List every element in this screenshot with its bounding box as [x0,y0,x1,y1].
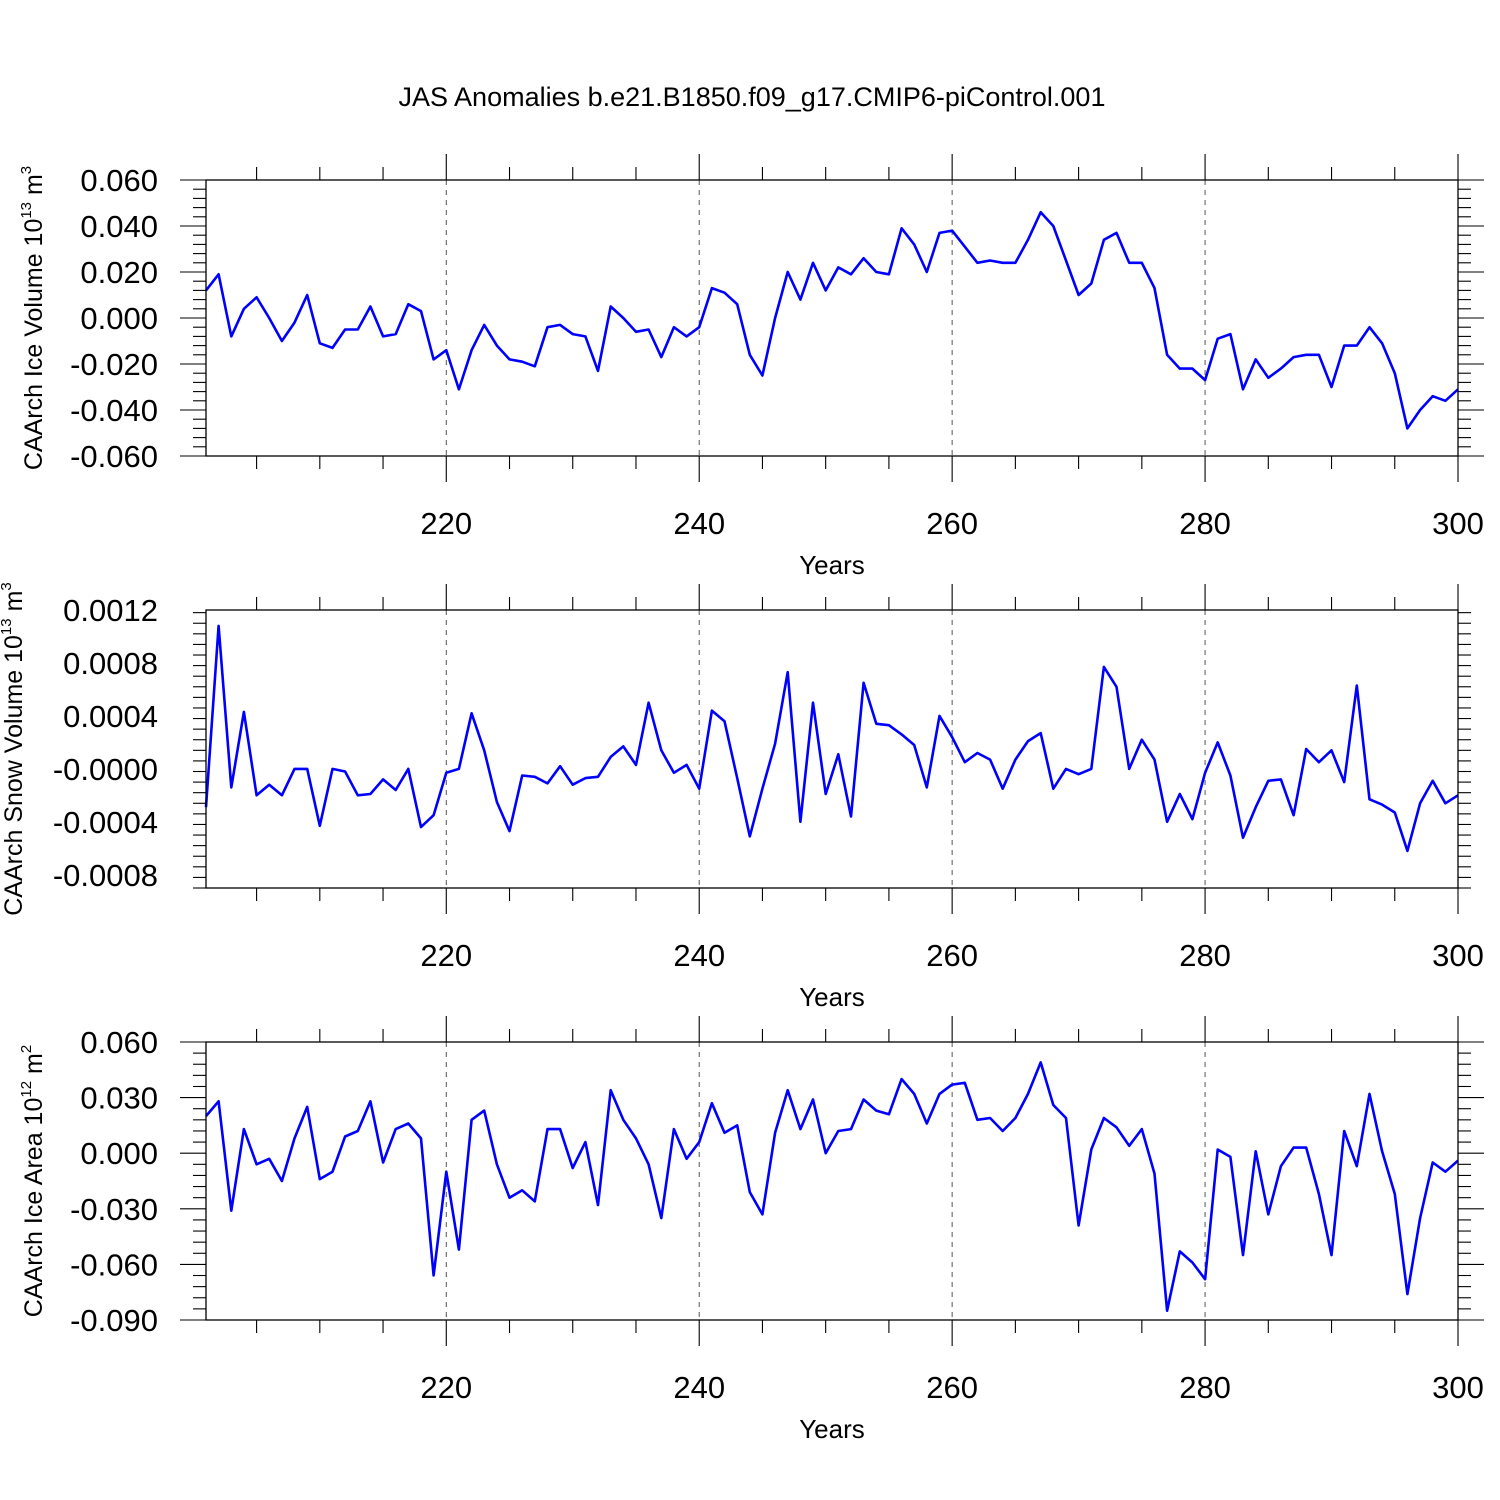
y-tick-label: 0.0004 [63,699,158,734]
y-tick-label: -0.0000 [53,752,158,787]
y-tick-label: 0.060 [80,1025,158,1060]
x-tick-label: 240 [673,938,725,973]
y-axis-label-text: CAArch Ice Volume 10 [20,219,48,471]
x-tick-label: 220 [420,938,472,973]
y-tick-label: -0.0008 [53,858,158,893]
y-axis-label: CAArch Ice Area 1012 m2 [18,1045,48,1317]
y-tick-label: 0.020 [80,255,158,290]
y-axis-unit: m [20,1053,48,1081]
y-tick-label: 0.030 [80,1081,158,1116]
series-line [205,1061,1459,1312]
y-axis-label-text: CAArch Snow Volume 10 [0,635,28,916]
y-axis-label-text: CAArch Ice Area 10 [20,1098,48,1318]
x-tick-label: 220 [420,506,472,541]
y-axis-unit-power: 3 [18,166,35,174]
y-axis-unit-power: 2 [18,1045,35,1053]
x-tick-label: 300 [1432,506,1484,541]
y-tick-label: -0.0004 [53,805,158,840]
figure-title: JAS Anomalies b.e21.B1850.f09_g17.CMIP6-… [399,82,1106,112]
series-line [204,210,1459,430]
x-tick-label: 300 [1432,938,1484,973]
y-tick-label: 0.000 [80,1136,158,1171]
panel-3: 0.060 0.030 0.000 -0.030 -0.060 -0.090 220 240 2… [18,1016,1484,1444]
y-tick-label: -0.090 [70,1303,158,1338]
y-tick-label: 0.0012 [63,593,158,628]
y-tick-label: -0.020 [70,347,158,382]
y-axis-label: CAArch Ice Volume 1013 m3 [18,166,48,470]
x-tick-label: 260 [926,938,978,973]
x-tick-label: 260 [926,1370,978,1405]
x-tick-label: 260 [926,506,978,541]
y-tick-label: 0.0008 [63,646,158,681]
y-tick-label: 0.040 [80,209,158,244]
x-tick-label: 300 [1432,1370,1484,1405]
y-axis-unit-exponent: 13 [0,618,15,635]
x-tick-label: 280 [1179,1370,1231,1405]
x-tick-label: 240 [673,506,725,541]
x-tick-label: 240 [673,1370,725,1405]
series-line [204,624,1459,853]
plot-frame [205,1041,1459,1321]
y-axis-unit: m [20,174,48,202]
y-axis-unit: m [0,591,28,619]
panel-2: 0.0012 0.0008 0.0004 -0.0000 -0.0004 -0.0008 2… [0,582,1484,1012]
y-tick-label: -0.030 [70,1192,158,1227]
y-axis-unit-power: 3 [0,582,15,590]
x-axis-label: Years [799,550,865,580]
y-axis-label: CAArch Snow Volume 1013 m3 [0,582,28,916]
y-axis-unit-exponent: 12 [18,1081,35,1098]
y-tick-label: -0.060 [70,439,158,474]
y-tick-label: 0.000 [80,301,158,336]
plot-frame [205,179,1459,457]
panel-1: 0.060 0.040 0.020 0.000 -0.020 -0.040 -0.060 22… [18,154,1484,580]
panels: 0.0600.0400.0200.000-0.020-0.040-0.06022… [0,154,1484,1444]
x-tick-label: 280 [1179,506,1231,541]
x-tick-label: 280 [1179,938,1231,973]
y-tick-label: 0.060 [80,163,158,198]
y-tick-label: -0.040 [70,393,158,428]
plot-frame [205,609,1459,889]
y-tick-label: -0.060 [70,1247,158,1282]
y-axis-unit-exponent: 13 [18,202,35,219]
x-tick-label: 220 [420,1370,472,1405]
x-axis-label: Years [799,1414,865,1444]
x-axis-label: Years [799,982,865,1012]
